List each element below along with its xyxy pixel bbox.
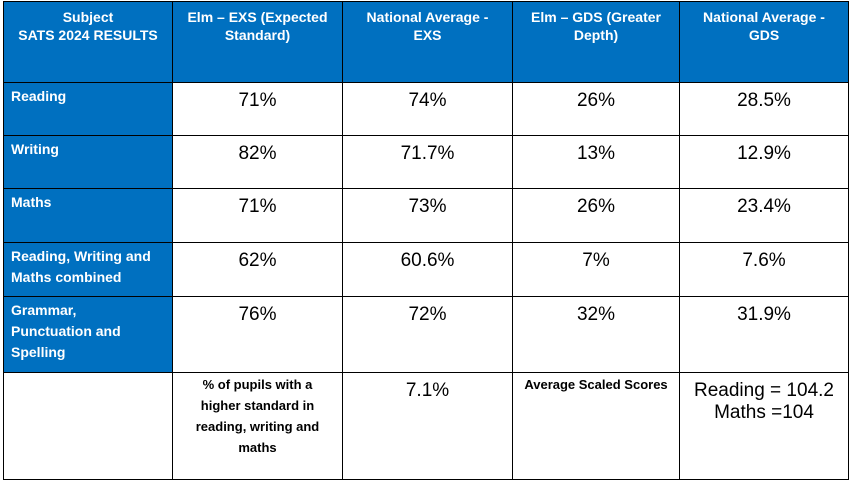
cell-national-gds: 7.6%: [679, 242, 849, 297]
higher-standard-label-line: reading, writing and: [195, 419, 320, 434]
cell-national-exs: 74%: [342, 82, 513, 136]
header-elm-gds: Elm – GDS (Greater Depth): [512, 1, 680, 83]
header-national-gds-line-2: GDS: [748, 27, 780, 43]
higher-standard-label-line: higher standard in: [200, 398, 315, 413]
header-subject-line-2: SATS 2024 RESULTS: [18, 27, 158, 43]
scaled-score-reading: Reading = 104.2: [694, 380, 834, 401]
header-elm-exs-line-2: Standard): [224, 27, 291, 43]
header-national-gds: National Average - GDS: [679, 1, 849, 83]
row-label-line: Grammar,: [11, 302, 77, 318]
header-subject: Subject SATS 2024 RESULTS: [3, 1, 173, 83]
cell-national-gds: 12.9%: [679, 135, 849, 189]
cell-national-gds: 31.9%: [679, 296, 849, 373]
cell-national-exs: 72%: [342, 296, 513, 373]
higher-standard-value: 7.1%: [342, 372, 513, 480]
header-elm-exs-line-1: Elm – EXS (Expected: [187, 9, 328, 25]
row-label-line: Maths combined: [11, 269, 122, 285]
scaled-score-maths: Maths =104: [714, 402, 814, 423]
footer-empty-cell: [3, 372, 173, 480]
scaled-scores-values: Reading = 104.2 Maths =104: [679, 372, 849, 480]
row-label-line: Writing: [11, 141, 59, 157]
cell-elm-exs: 71%: [172, 82, 343, 136]
table-row: Reading 71% 74% 26% 28.5%: [3, 82, 849, 136]
cell-national-gds: 28.5%: [679, 82, 849, 136]
cell-elm-exs: 82%: [172, 135, 343, 189]
header-elm-gds-line-1: Elm – GDS (Greater: [531, 9, 661, 25]
header-elm-gds-line-2: Depth): [573, 27, 619, 43]
header-national-gds-line-1: National Average -: [703, 9, 825, 25]
row-label-maths: Maths: [3, 188, 173, 243]
table-row: Maths 71% 73% 26% 23.4%: [3, 188, 849, 243]
row-label-reading: Reading: [3, 82, 173, 136]
row-label-line: Spelling: [11, 344, 66, 360]
cell-national-gds: 23.4%: [679, 188, 849, 243]
header-subject-line-1: Subject: [62, 9, 114, 25]
cell-national-exs: 60.6%: [342, 242, 513, 297]
table-row: Grammar, Punctuation and Spelling 76% 72…: [3, 296, 849, 373]
row-label-gps: Grammar, Punctuation and Spelling: [3, 296, 173, 373]
cell-elm-exs: 76%: [172, 296, 343, 373]
cell-elm-gds: 26%: [512, 82, 680, 136]
table-row: Reading, Writing and Maths combined 62% …: [3, 242, 849, 297]
higher-standard-label: % of pupils with a higher standard in re…: [172, 372, 343, 480]
cell-elm-exs: 71%: [172, 188, 343, 243]
table-row: Writing 82% 71.7% 13% 12.9%: [3, 135, 849, 189]
row-label-line: Reading, Writing and: [11, 248, 151, 264]
row-label-line: Punctuation and: [11, 323, 121, 339]
sats-results-table: Subject SATS 2024 RESULTS Elm – EXS (Exp…: [3, 1, 849, 480]
cell-elm-gds: 13%: [512, 135, 680, 189]
cell-national-exs: 73%: [342, 188, 513, 243]
row-label-line: Reading: [11, 88, 67, 104]
results-table-container: Subject SATS 2024 RESULTS Elm – EXS (Exp…: [3, 1, 849, 480]
cell-national-exs: 71.7%: [342, 135, 513, 189]
higher-standard-label-line: % of pupils with a: [202, 377, 313, 392]
cell-elm-gds: 26%: [512, 188, 680, 243]
row-label-writing: Writing: [3, 135, 173, 189]
footer-row: % of pupils with a higher standard in re…: [3, 372, 849, 480]
header-national-exs: National Average - EXS: [342, 1, 513, 83]
scaled-scores-label: Average Scaled Scores: [512, 372, 680, 480]
row-label-line: Maths: [11, 194, 52, 210]
row-label-combined: Reading, Writing and Maths combined: [3, 242, 173, 297]
header-national-exs-line-2: EXS: [413, 27, 442, 43]
header-row: Subject SATS 2024 RESULTS Elm – EXS (Exp…: [3, 1, 849, 83]
cell-elm-gds: 32%: [512, 296, 680, 373]
higher-standard-label-line: maths: [238, 440, 277, 455]
header-national-exs-line-1: National Average -: [366, 9, 489, 25]
cell-elm-gds: 7%: [512, 242, 680, 297]
header-elm-exs: Elm – EXS (Expected Standard): [172, 1, 343, 83]
cell-elm-exs: 62%: [172, 242, 343, 297]
